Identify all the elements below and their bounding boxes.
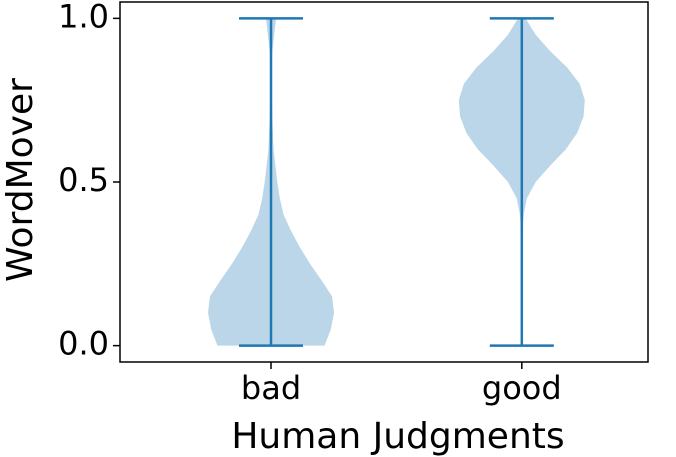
y-tick-label: 0.5 [58,161,109,199]
y-tick-label: 1.0 [58,0,109,35]
x-axis-label: Human Judgments [231,416,564,457]
y-axis-label: WordMover [0,78,41,282]
plot-frame [119,1,649,363]
x-tick-label: bad [241,369,301,407]
x-tick-label: good [482,369,562,407]
y-tick-label: 0.0 [58,325,109,363]
